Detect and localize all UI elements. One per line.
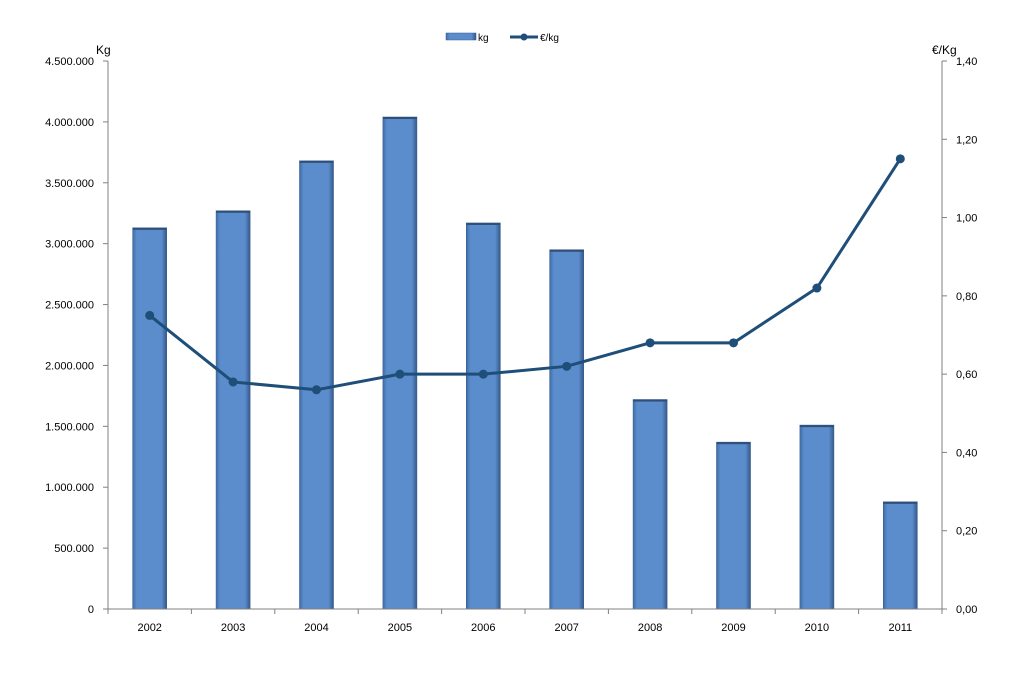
bar-2010 bbox=[799, 424, 835, 610]
bar-2008 bbox=[632, 399, 668, 610]
eurkg-point-2007 bbox=[562, 361, 572, 371]
bar-top-edge-2007 bbox=[549, 249, 584, 252]
right-tick-label: 0,60 bbox=[956, 369, 977, 381]
bar-top-edge-2003 bbox=[216, 210, 251, 213]
bar-top-edge-2002 bbox=[132, 227, 167, 230]
eurkg-point-2008 bbox=[645, 338, 655, 348]
eurkg-point-2010 bbox=[812, 283, 822, 293]
bar-top-edge-2005 bbox=[382, 117, 417, 120]
bar-2005 bbox=[382, 116, 418, 610]
bar-2011 bbox=[882, 501, 918, 610]
bar-top-edge-2010 bbox=[799, 425, 834, 428]
left-tick-label: 4.500.000 bbox=[45, 56, 94, 68]
bar-top-edge-2009 bbox=[716, 442, 751, 445]
bar-top-edge-2004 bbox=[299, 160, 334, 163]
legend-label-eurkg: €/kg bbox=[540, 33, 559, 44]
right-tick-label: 1,00 bbox=[956, 213, 977, 225]
line-layer bbox=[145, 154, 905, 395]
eurkg-point-2006 bbox=[478, 369, 488, 379]
bars-layer bbox=[132, 116, 918, 610]
left-tick-label: 0 bbox=[88, 604, 94, 616]
eurkg-line bbox=[148, 158, 902, 392]
eurkg-point-2011 bbox=[895, 154, 905, 164]
x-tick-label: 2005 bbox=[388, 622, 412, 634]
labels-layer: 0 500.000 1.000.000 1.500.000 2.000.000 2.500… bbox=[45, 56, 977, 634]
x-tick-label: 2007 bbox=[554, 622, 578, 634]
axes-layer bbox=[103, 60, 947, 614]
right-tick-label: 1,40 bbox=[956, 56, 977, 68]
legend-label-kg: kg bbox=[478, 33, 489, 44]
left-tick-label: 500.000 bbox=[54, 543, 94, 555]
x-tick-label: 2011 bbox=[888, 622, 912, 634]
legend-swatch-kg bbox=[445, 32, 477, 41]
bar-2006 bbox=[465, 222, 501, 610]
left-tick-label: 3.500.000 bbox=[45, 178, 94, 190]
eurkg-point-2009 bbox=[729, 338, 738, 348]
bar-2002 bbox=[132, 227, 167, 610]
eurkg-point-2005 bbox=[395, 369, 405, 379]
x-tick-label: 2002 bbox=[137, 622, 161, 634]
left-tick-label: 1.000.000 bbox=[45, 482, 94, 494]
x-tick-label: 2010 bbox=[805, 622, 829, 634]
x-tick-label: 2006 bbox=[471, 622, 495, 634]
left-tick-label: 3.000.000 bbox=[45, 239, 94, 251]
right-tick-label: 0,00 bbox=[956, 604, 977, 616]
x-tick-label: 2003 bbox=[221, 622, 245, 634]
bar-2007 bbox=[549, 249, 585, 610]
eurkg-point-2002 bbox=[145, 310, 155, 320]
right-tick-label: 1,20 bbox=[956, 134, 977, 146]
legend: kg €/kg bbox=[445, 32, 559, 44]
legend-swatch-eurkg-marker bbox=[520, 33, 528, 41]
right-tick-label: 0,80 bbox=[956, 291, 977, 303]
x-tick-label: 2008 bbox=[638, 622, 662, 634]
bar-top-edge-2006 bbox=[466, 222, 501, 225]
left-tick-label: 2.500.000 bbox=[45, 300, 94, 312]
left-tick-label: 1.500.000 bbox=[45, 421, 94, 433]
eurkg-point-2004 bbox=[312, 385, 321, 395]
right-tick-label: 0,20 bbox=[956, 526, 977, 538]
eurkg-point-2003 bbox=[228, 377, 238, 387]
x-tick-label: 2004 bbox=[304, 622, 328, 634]
bar-top-edge-2011 bbox=[883, 501, 918, 504]
x-tick-label: 2009 bbox=[721, 622, 745, 634]
left-tick-label: 4.000.000 bbox=[45, 117, 94, 129]
bar-2004 bbox=[299, 160, 334, 610]
right-tick-label: 0,40 bbox=[956, 447, 977, 459]
bar-2003 bbox=[215, 210, 251, 610]
right-axis-title: €/Kg bbox=[932, 43, 957, 57]
left-tick-label: 2.000.000 bbox=[45, 360, 94, 372]
left-axis-title: Kg bbox=[96, 43, 111, 57]
bar-2009 bbox=[716, 441, 751, 610]
bar-top-edge-2008 bbox=[633, 399, 668, 402]
